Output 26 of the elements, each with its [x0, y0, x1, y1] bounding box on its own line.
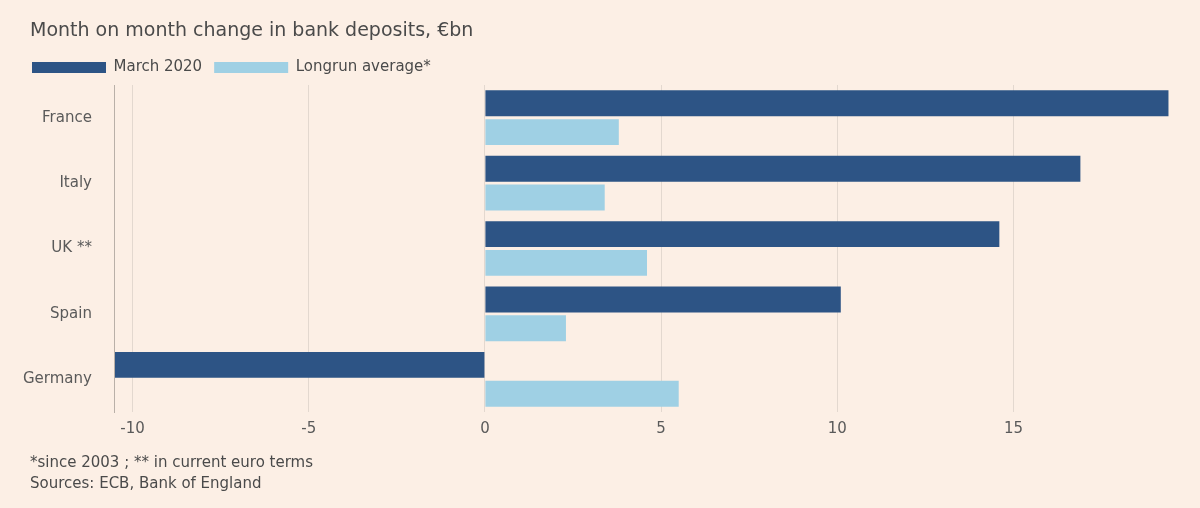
bar	[485, 380, 679, 407]
legend-label: March 2020	[113, 57, 203, 76]
x-tick-label: 10	[827, 418, 847, 437]
bar	[485, 286, 841, 313]
bar	[114, 351, 485, 378]
x-tick-label: 5	[656, 418, 666, 437]
y-tick-label: Spain	[50, 303, 92, 322]
x-tick-label: -10	[120, 418, 145, 437]
y-tick-label: UK **	[51, 238, 93, 257]
chart-title: Month on month change in bank deposits, €bn	[30, 18, 474, 40]
bar	[485, 155, 1081, 182]
text: *since 2003 ; ** in current euro terms	[30, 452, 314, 473]
x-tick-label: 15	[1003, 418, 1023, 437]
bar	[485, 90, 1169, 117]
x-tick-label: -5	[301, 418, 317, 437]
y-tick-label: Italy	[59, 172, 93, 191]
bar	[485, 119, 619, 146]
bar	[485, 184, 605, 211]
bar	[485, 221, 1000, 248]
legend-label: Longrun average*	[295, 57, 432, 76]
bar	[485, 249, 647, 276]
bar	[485, 315, 566, 342]
y-tick-label: Germany	[22, 369, 93, 388]
source-note: Sources: ECB, Bank of England	[30, 473, 263, 494]
y-tick-label: France	[42, 107, 92, 126]
x-tick-label: 0	[480, 418, 490, 437]
